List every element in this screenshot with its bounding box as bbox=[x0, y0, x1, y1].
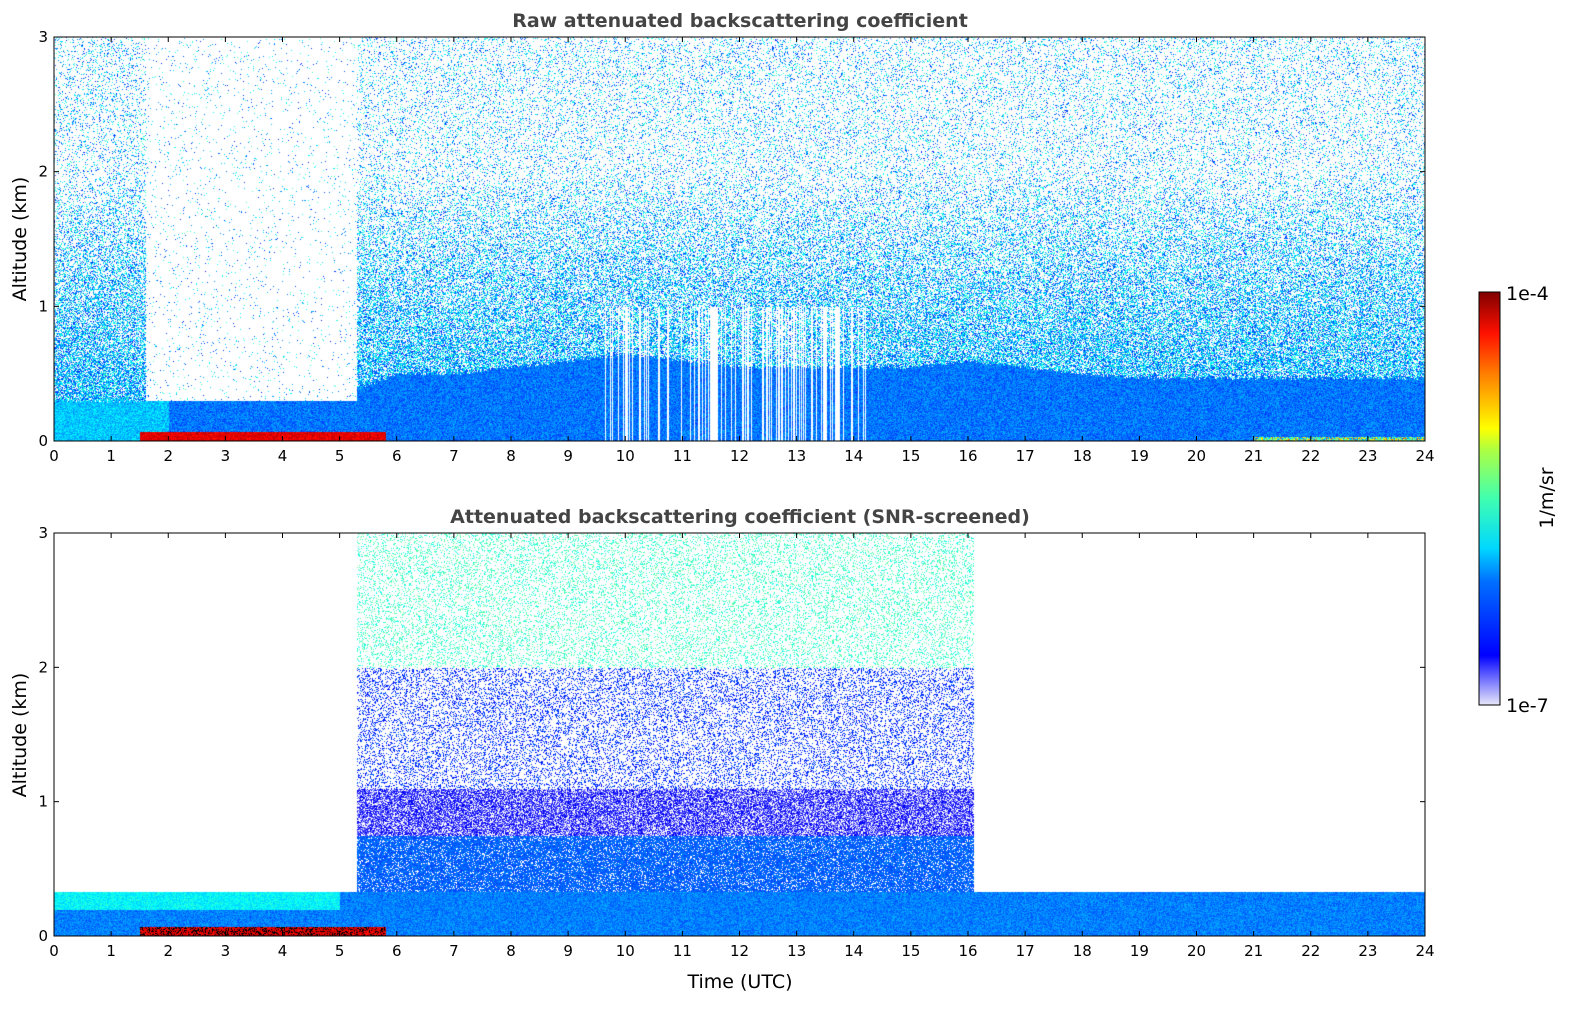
x-tick-label: 2 bbox=[163, 447, 173, 465]
x-tick-label: 22 bbox=[1301, 942, 1320, 960]
bottom-axes-frame bbox=[53, 532, 1426, 937]
x-tick-label: 24 bbox=[1415, 447, 1434, 465]
top-axes-frame bbox=[53, 36, 1426, 442]
x-tick-label: 4 bbox=[278, 447, 288, 465]
y-tick-label: 3 bbox=[38, 524, 48, 542]
x-tick-label: 7 bbox=[449, 942, 459, 960]
x-tick-label: 21 bbox=[1244, 447, 1263, 465]
y-tick-label: 2 bbox=[38, 163, 48, 181]
x-tick-label: 22 bbox=[1301, 447, 1320, 465]
x-tick-label: 9 bbox=[563, 447, 573, 465]
x-tick-label: 8 bbox=[506, 942, 516, 960]
x-tick-label: 4 bbox=[278, 942, 288, 960]
x-tick-label: 7 bbox=[449, 447, 459, 465]
colorbar-max-label: 1e-4 bbox=[1506, 283, 1549, 305]
x-tick-label: 16 bbox=[958, 942, 977, 960]
x-tick-label: 1 bbox=[106, 447, 116, 465]
x-tick-label: 19 bbox=[1130, 942, 1149, 960]
top-chart-title: Raw attenuated backscattering coefficien… bbox=[512, 10, 968, 32]
x-tick-label: 3 bbox=[221, 942, 231, 960]
colorbar-label: 1/m/sr bbox=[1536, 467, 1558, 528]
x-tick-label: 10 bbox=[616, 447, 635, 465]
x-tick-label: 23 bbox=[1358, 942, 1377, 960]
x-tick-label: 14 bbox=[844, 447, 863, 465]
x-tick-label: 24 bbox=[1415, 942, 1434, 960]
x-tick-label: 18 bbox=[1073, 942, 1092, 960]
x-tick-label: 19 bbox=[1130, 447, 1149, 465]
y-tick-label: 2 bbox=[38, 658, 48, 676]
bottom-chart-title: Attenuated backscattering coefficient (S… bbox=[450, 506, 1030, 528]
colorbar bbox=[1478, 291, 1501, 706]
x-tick-label: 16 bbox=[958, 447, 977, 465]
bottom-y-axis-label: Altitude (km) bbox=[9, 673, 31, 798]
raw-backscatter-heatmap bbox=[54, 37, 1425, 441]
x-tick-label: 12 bbox=[730, 447, 749, 465]
x-tick-label: 15 bbox=[901, 447, 920, 465]
x-axis-label: Time (UTC) bbox=[686, 971, 792, 993]
x-tick-label: 5 bbox=[335, 942, 345, 960]
x-tick-label: 2 bbox=[163, 942, 173, 960]
x-tick-label: 12 bbox=[730, 942, 749, 960]
x-tick-label: 5 bbox=[335, 447, 345, 465]
x-tick-label: 3 bbox=[221, 447, 231, 465]
y-tick-label: 1 bbox=[38, 297, 48, 315]
x-tick-label: 20 bbox=[1187, 447, 1206, 465]
y-tick-label: 1 bbox=[38, 793, 48, 811]
colorbar-min-label: 1e-7 bbox=[1506, 695, 1549, 717]
top-y-axis-label: Altitude (km) bbox=[9, 177, 31, 302]
x-tick-label: 21 bbox=[1244, 942, 1263, 960]
x-tick-label: 1 bbox=[106, 942, 116, 960]
screened-backscatter-heatmap bbox=[54, 533, 1425, 936]
x-tick-label: 0 bbox=[49, 447, 59, 465]
y-tick-label: 0 bbox=[38, 432, 48, 450]
x-tick-label: 18 bbox=[1073, 447, 1092, 465]
x-tick-label: 6 bbox=[392, 942, 402, 960]
x-tick-label: 23 bbox=[1358, 447, 1377, 465]
x-tick-label: 8 bbox=[506, 447, 516, 465]
x-tick-label: 17 bbox=[1016, 942, 1035, 960]
x-tick-label: 0 bbox=[49, 942, 59, 960]
x-tick-label: 9 bbox=[563, 942, 573, 960]
x-tick-label: 15 bbox=[901, 942, 920, 960]
y-tick-label: 3 bbox=[38, 28, 48, 46]
x-tick-label: 10 bbox=[616, 942, 635, 960]
y-tick-label: 0 bbox=[38, 927, 48, 945]
x-tick-label: 20 bbox=[1187, 942, 1206, 960]
x-tick-label: 13 bbox=[787, 942, 806, 960]
x-tick-label: 6 bbox=[392, 447, 402, 465]
x-tick-label: 13 bbox=[787, 447, 806, 465]
x-tick-label: 11 bbox=[673, 447, 692, 465]
x-tick-label: 11 bbox=[673, 942, 692, 960]
x-tick-label: 14 bbox=[844, 942, 863, 960]
x-tick-label: 17 bbox=[1016, 447, 1035, 465]
